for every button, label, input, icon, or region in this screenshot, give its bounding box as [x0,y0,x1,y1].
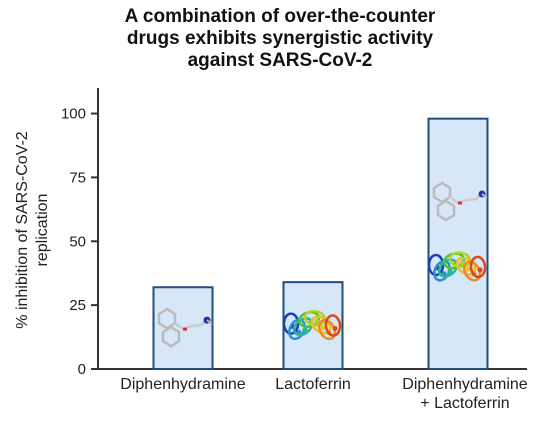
x-tick-label: Lactoferrin [275,376,351,393]
y-tick-label: 0 [78,361,86,378]
y-axis-label-line-1: % inhibition of SARS-CoV-2 [14,131,31,329]
x-axis-tick-labels: Diphenhydramine Lactoferrin Diphenhydramin… [120,376,528,412]
x-tick-label: Diphenhydramine [402,376,528,393]
x-tick-label: Diphenhydramine [120,376,246,393]
y-tick-label: 100 [61,106,86,123]
chart-title-line-2: drugs exhibits synergistic activity [126,28,434,49]
y-tick-label: 25 [69,297,86,314]
y-tick-label: 50 [69,233,86,250]
chart-title-line-1: A combination of over-the-counter [124,6,436,27]
small-molecule-structure-icon [432,181,488,222]
bars [152,117,489,371]
y-axis-ticks: 0 25 50 75 100 [61,106,98,378]
chart-title: A combination of over-the-counter drugs … [60,6,500,72]
chart-title-line-3: against SARS-CoV-2 [187,50,373,71]
small-molecule-structure-icon [157,307,213,348]
bar [427,117,489,371]
y-axis-label: % inhibition of SARS-CoV-2 replication [14,131,51,329]
y-tick-label: 75 [69,169,86,186]
y-axis-label-line-2: replication [34,194,51,267]
protein-ribbon-structure-icon [282,309,342,341]
x-tick-label: + Lactoferrin [420,395,509,412]
protein-ribbon-structure-icon [427,251,487,282]
